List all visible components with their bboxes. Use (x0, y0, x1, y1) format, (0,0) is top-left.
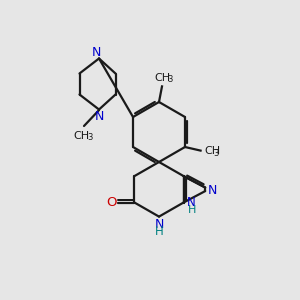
Text: N: N (187, 196, 196, 209)
Text: CH: CH (154, 73, 171, 82)
Text: H: H (188, 205, 196, 215)
Text: N: N (94, 110, 104, 123)
Text: 3: 3 (87, 133, 93, 142)
Text: 3: 3 (214, 149, 219, 158)
Text: CH: CH (73, 131, 89, 141)
Text: N: N (154, 218, 164, 231)
Text: O: O (107, 196, 117, 209)
Text: N: N (92, 46, 101, 59)
Text: CH: CH (205, 146, 221, 156)
Text: H: H (154, 225, 164, 238)
Text: 3: 3 (168, 75, 173, 84)
Text: N: N (208, 184, 218, 197)
